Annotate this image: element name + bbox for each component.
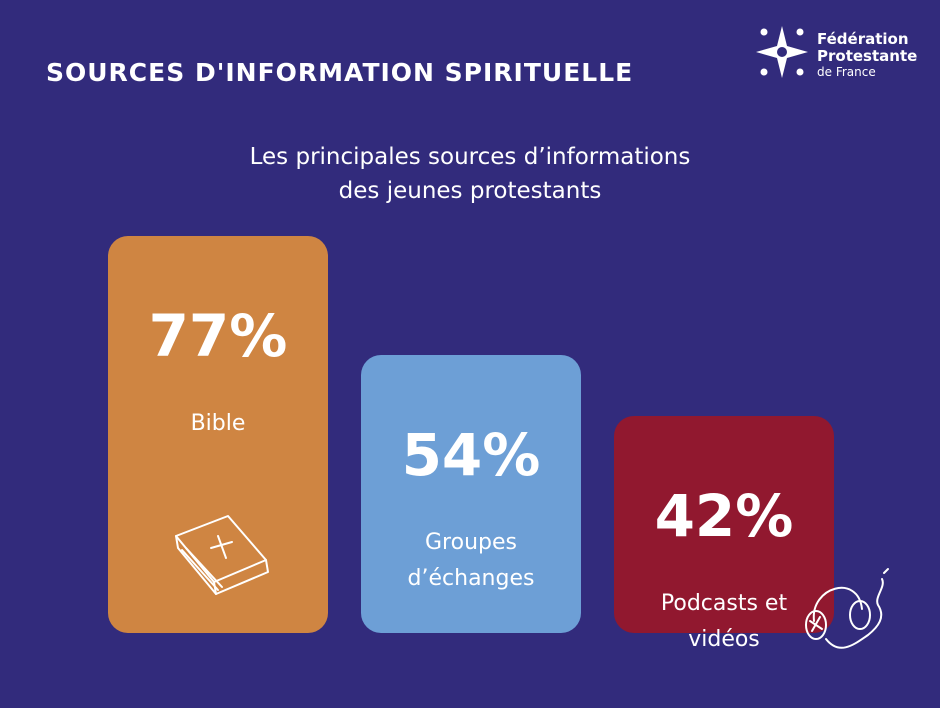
category-label-line: d’échanges [407, 566, 535, 591]
data-label: 77% [148, 302, 288, 370]
logo-line2: Protestante [817, 47, 918, 65]
bible-icon [166, 508, 276, 602]
bar-card: 77% Bible [108, 236, 328, 633]
logo-line1: Fédération [817, 30, 909, 48]
bar-card: 54% Groupes d’échanges [361, 355, 581, 633]
headphones-icon [796, 565, 896, 659]
subtitle-line-2: des jeunes protestants [338, 178, 602, 204]
category-label-line: vidéos [688, 627, 760, 652]
logo-line3: de France [817, 65, 876, 79]
category-label-line: Bible [190, 411, 246, 436]
category-label-line: Podcasts et [660, 591, 788, 616]
category-label: Bible [118, 406, 318, 442]
bar-card: 42% Podcasts et vidéos [614, 416, 889, 652]
category-label-line: Groupes [425, 530, 517, 555]
category-label: Podcasts et vidéos [624, 586, 824, 658]
category-label: Groupes d’échanges [371, 525, 571, 597]
page-title: SOURCES D'INFORMATION SPIRITUELLE [46, 58, 634, 87]
logo: Fédération Protestante de France [750, 20, 930, 84]
data-label: 42% [654, 482, 794, 550]
subtitle-line-1: Les principales sources d’informations [249, 144, 691, 170]
data-label: 54% [401, 421, 541, 489]
chart-subtitle: Les principales sources d’informations d… [170, 140, 770, 208]
star-cross-icon [756, 26, 808, 78]
